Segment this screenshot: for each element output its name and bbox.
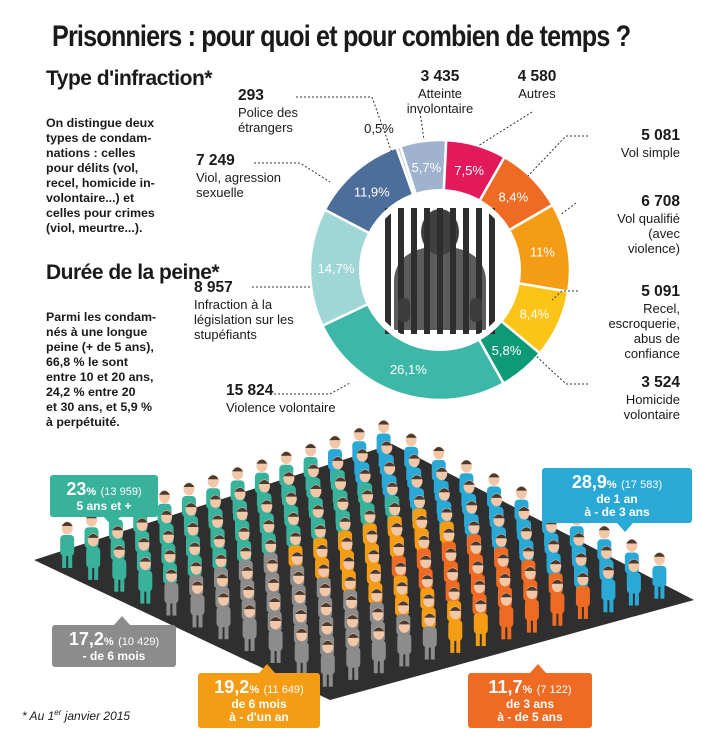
donut-slice-label: 7,5% xyxy=(454,163,484,178)
donut-label-autres: 4 580 Autres xyxy=(517,68,557,101)
donut-slice-label: 5,7% xyxy=(412,160,442,175)
leader-line xyxy=(551,290,578,301)
leader-line xyxy=(559,202,577,216)
prisoner-figure xyxy=(242,604,257,652)
prisoner-figure xyxy=(164,569,179,616)
prisoner-figure xyxy=(86,533,101,580)
donut-slice-label: 0,5% xyxy=(364,121,394,136)
type-heading: Type d'infraction* xyxy=(46,67,212,90)
cell-bar xyxy=(476,208,482,334)
prisoner-figure xyxy=(397,619,412,667)
prisoner-hand xyxy=(470,298,482,322)
donut-slice-label: 5,8% xyxy=(492,343,522,358)
prisoner-figure xyxy=(112,545,127,592)
donut-label-vol-qualifie: 6 708 Vol qualifié (avec violence) xyxy=(617,193,680,256)
prisoner-crowd xyxy=(60,420,667,687)
prisoner-figure xyxy=(346,633,361,680)
donut-label-homicide: 3 524 Homicide volontaire xyxy=(623,374,680,422)
leader-line xyxy=(254,162,331,183)
crowd-floor xyxy=(34,444,694,700)
donut-label-viol: 7 249 Viol, agression sexuelle xyxy=(196,152,282,200)
leader-line xyxy=(527,135,588,177)
leader-line xyxy=(419,111,425,141)
footnote: * Au 1er janvier 2015 xyxy=(22,708,131,723)
prisoner-figure xyxy=(499,592,514,640)
cell-bar xyxy=(489,208,495,334)
donut-label-violence: 15 824 Violence volontaire xyxy=(226,382,336,415)
prisoner-figure xyxy=(216,592,231,640)
duree-text: Parmi les condam- nés à une longue peine… xyxy=(46,310,157,429)
prisoner-figure xyxy=(422,613,437,660)
cell-bar xyxy=(450,208,456,334)
donut-slice-label: 8,4% xyxy=(520,306,550,321)
duree-heading: Durée de la peine* xyxy=(46,261,220,284)
prisoner-figure xyxy=(294,628,309,675)
prisoner-figure xyxy=(550,579,565,626)
donut-inner-ring xyxy=(359,189,521,351)
duration-box-5-ans: 23% (13 959) 5 ans et + xyxy=(50,475,158,526)
cell-bar xyxy=(398,208,404,334)
duration-box-6-mois: 17,2% (10 429) - de 6 mois xyxy=(52,616,176,667)
leader-line xyxy=(296,96,393,154)
donut-slice-label: 11,9% xyxy=(354,184,390,199)
prisoner-figure xyxy=(268,616,283,663)
donut-label-atteinte: 3 435 Atteinte involontaire xyxy=(406,68,474,116)
prisoner-icon xyxy=(359,189,521,351)
cell-bar xyxy=(463,208,469,334)
duration-box-3-5-ans: 11,7% (7 122) de 3 ans à - de 5 ans xyxy=(468,664,592,728)
prisoner-figure xyxy=(371,626,386,674)
leader-line xyxy=(274,382,351,395)
leader-line xyxy=(477,111,533,147)
prisoner-figure xyxy=(60,521,75,568)
donut-label-police: 293 Police des étrangers xyxy=(238,87,298,135)
donut-slice-label: 11% xyxy=(530,245,555,260)
prisoner-figure xyxy=(190,580,205,628)
prisoner-figure xyxy=(320,640,335,687)
prisoner-hand xyxy=(398,298,410,322)
cell-bar xyxy=(411,208,417,334)
prisoner-figure xyxy=(473,599,488,647)
prisoner-figure xyxy=(601,565,616,613)
cell-bar xyxy=(385,208,391,334)
prisoner-figure xyxy=(524,586,539,633)
donut-slice-label: 26,1% xyxy=(390,362,427,377)
leader-lines xyxy=(252,96,588,395)
leader-line xyxy=(534,354,588,385)
prisoner-figure xyxy=(575,572,590,619)
donut-label-vol-simple: 5 081 Vol simple xyxy=(620,127,680,160)
crowd-platform xyxy=(34,444,694,700)
donut-label-recel: 5 091 Recel, escroquerie, abus de confian… xyxy=(608,283,680,361)
cell-bar xyxy=(437,208,443,334)
cell-bar xyxy=(424,208,430,334)
prisoner-figure xyxy=(626,559,641,606)
donut-slice-label: 8,4% xyxy=(499,189,529,204)
prisoner-figure xyxy=(652,552,667,599)
duration-box-6-mois-1-an: 19,2% (11 649) de 6 mois à - d'un an xyxy=(198,664,320,728)
donut-slice-label: 14,7% xyxy=(318,261,355,276)
donut-label-stupefiants: 8 957 Infraction à la législation sur les… xyxy=(194,279,294,342)
donut-chart: 5,7% 7,5% 8,4% 11% 8,4% 5,8% 26,1% 14,7% 11,9% 0,… xyxy=(308,121,572,402)
type-text: On distingue deux types de condam- natio… xyxy=(46,116,155,235)
prisoner-figure xyxy=(448,606,463,653)
prisoner-figure xyxy=(138,557,153,604)
duration-box-1-3-ans: 28,9% (17 583) de 1 an à - de 3 ans xyxy=(542,468,692,532)
page-title: Prisonniers : pour quoi et pour combien … xyxy=(52,20,631,53)
